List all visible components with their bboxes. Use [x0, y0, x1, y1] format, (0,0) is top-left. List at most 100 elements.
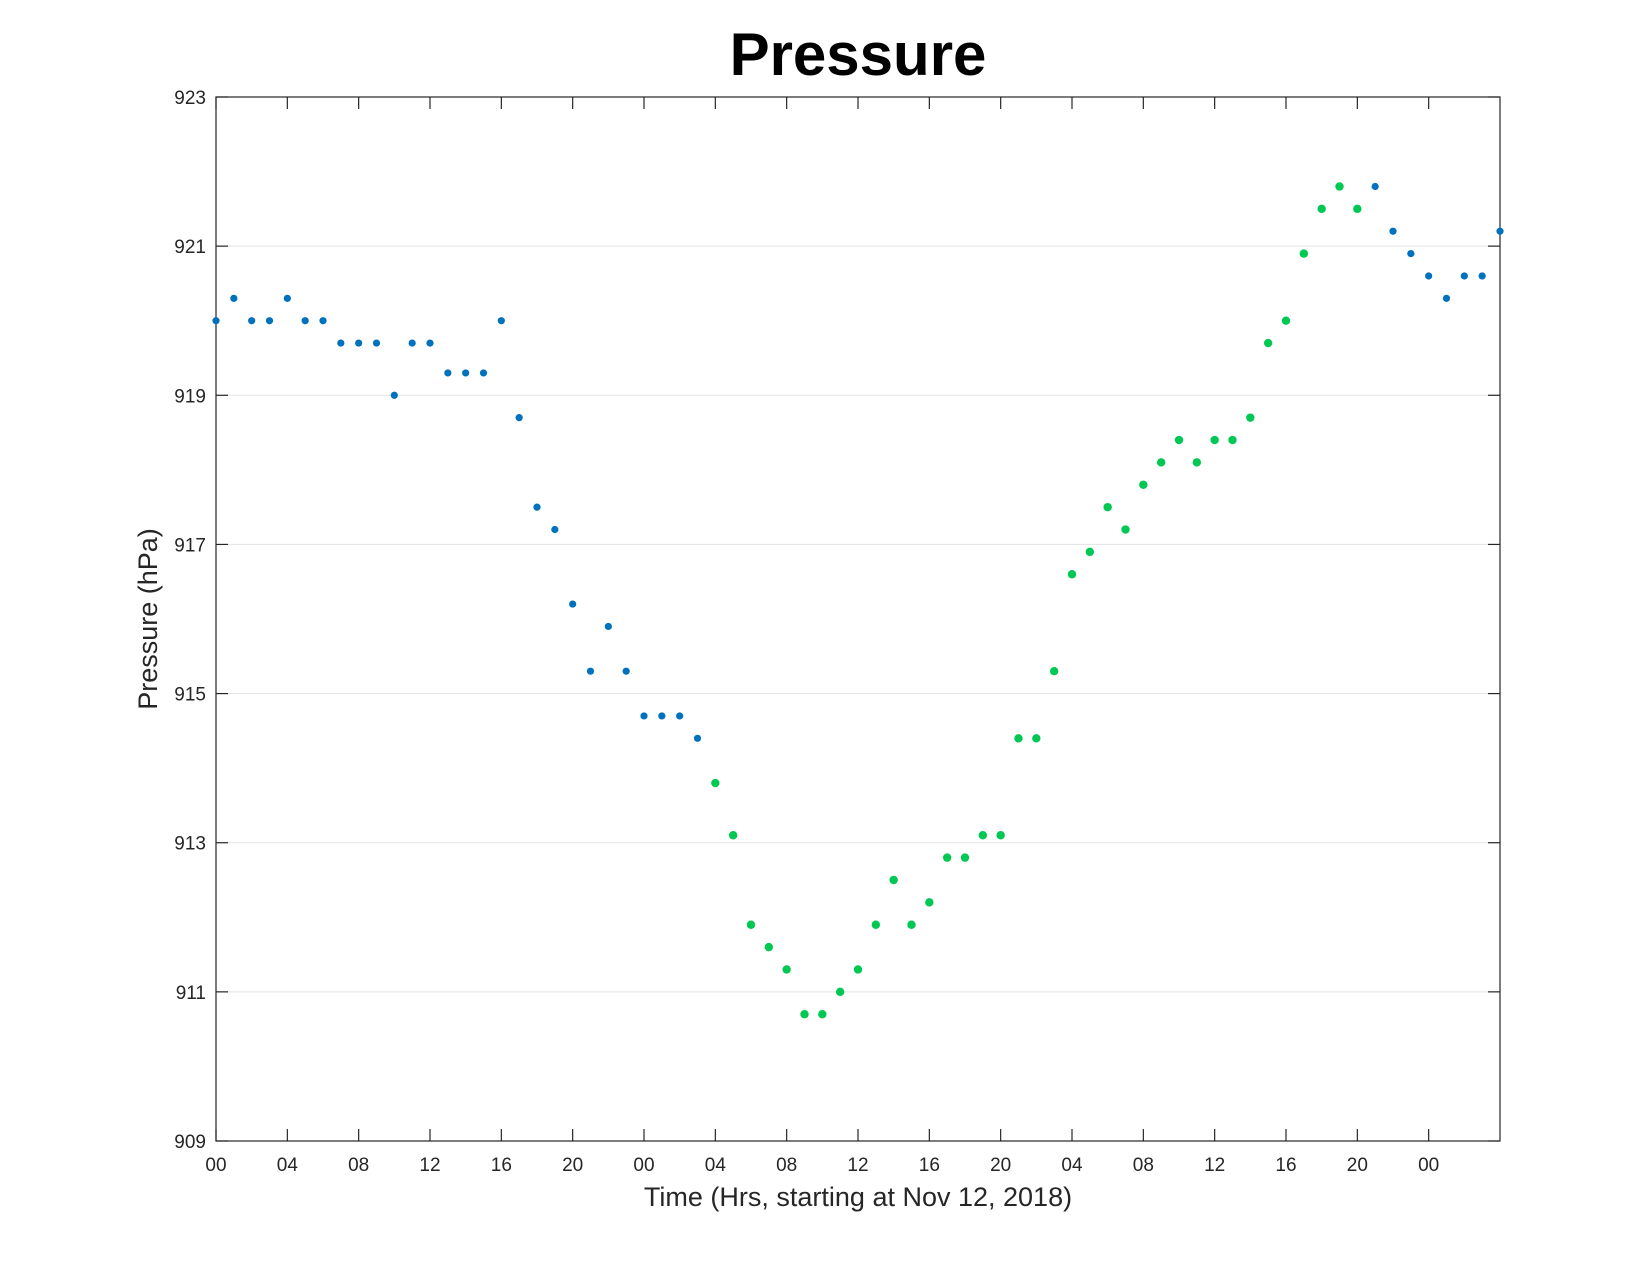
data-point	[248, 317, 256, 325]
x-tick-label: 04	[1061, 1155, 1083, 1176]
data-point	[444, 369, 452, 377]
data-point	[622, 667, 630, 675]
data-point	[818, 1010, 827, 1019]
data-point	[853, 965, 863, 974]
chart-title: Pressure	[730, 21, 987, 88]
data-point	[1389, 227, 1397, 235]
x-tick-label: 12	[419, 1155, 440, 1176]
data-point	[746, 920, 756, 929]
data-point	[764, 942, 774, 952]
data-point	[462, 369, 470, 377]
data-point	[942, 853, 952, 862]
data-point	[676, 712, 684, 720]
data-point	[355, 339, 363, 347]
data-point	[1121, 525, 1130, 534]
x-tick-label: 20	[1347, 1155, 1368, 1176]
data-point	[1371, 182, 1379, 191]
data-point	[728, 831, 738, 840]
data-point	[711, 778, 720, 788]
x-tick-label: 16	[919, 1155, 940, 1176]
data-point	[1228, 435, 1237, 445]
data-point	[283, 294, 291, 302]
data-point	[1425, 272, 1433, 280]
data-point	[1263, 338, 1273, 348]
x-tick-label: 00	[633, 1155, 654, 1176]
data-point	[1192, 458, 1202, 467]
data-point	[426, 339, 434, 347]
x-tick-label: 08	[348, 1155, 369, 1176]
data-point	[479, 369, 488, 377]
x-tick-label: 16	[491, 1155, 512, 1176]
data-point	[1174, 435, 1184, 445]
data-point	[782, 965, 791, 974]
series-1	[212, 294, 702, 742]
y-axis-label: Pressure (hPa)	[133, 528, 163, 710]
data-point	[319, 317, 327, 325]
data-point	[1156, 458, 1166, 467]
series-3	[1371, 182, 1504, 302]
data-points	[212, 182, 1504, 1019]
series-2	[711, 182, 1362, 1019]
data-point	[408, 339, 416, 347]
data-point	[693, 734, 702, 742]
data-point	[1460, 272, 1468, 280]
data-point	[212, 317, 220, 325]
data-point	[907, 920, 916, 929]
data-point	[551, 525, 559, 534]
data-point	[1496, 227, 1504, 235]
data-point	[604, 622, 612, 631]
y-tick-label: 911	[176, 983, 206, 1004]
data-point	[925, 898, 934, 907]
data-point	[533, 503, 541, 511]
data-point	[265, 317, 274, 325]
data-point	[497, 317, 505, 325]
data-point	[1085, 547, 1095, 557]
data-point	[390, 391, 398, 399]
data-point	[1067, 570, 1077, 579]
data-point	[337, 339, 345, 347]
data-point	[800, 1010, 809, 1019]
data-point	[1317, 204, 1326, 214]
data-point	[1299, 249, 1309, 258]
y-tick-label: 917	[174, 535, 206, 556]
grid-lines	[216, 245, 1500, 993]
data-point	[996, 831, 1005, 840]
x-tick-label: 00	[205, 1155, 226, 1176]
data-point	[1139, 480, 1148, 489]
data-point	[1335, 182, 1344, 191]
y-tick-label: 919	[174, 386, 206, 407]
x-tick-label: 12	[1204, 1155, 1225, 1176]
data-point	[372, 339, 381, 347]
data-point	[1103, 502, 1112, 512]
data-point	[1281, 316, 1291, 325]
x-tick-label: 12	[847, 1155, 868, 1176]
data-point	[1210, 435, 1219, 445]
x-tick-label: 08	[1133, 1155, 1154, 1176]
data-point	[569, 600, 577, 608]
y-tick-label: 923	[174, 88, 206, 109]
data-point	[301, 317, 309, 325]
x-tick-label: 00	[1418, 1155, 1439, 1176]
data-point	[230, 294, 238, 302]
data-point	[1478, 272, 1486, 280]
data-point	[1014, 734, 1023, 743]
x-tick-label: 04	[705, 1155, 727, 1176]
data-point	[1049, 667, 1059, 676]
x-axis-label: Time (Hrs, starting at Nov 12, 2018)	[644, 1182, 1072, 1212]
axis-ticks: 909 911 913 915 917 919 921 923 00 04 08 12 16 20 00 04…	[174, 88, 1500, 1176]
y-tick-label: 915	[174, 685, 206, 706]
data-point	[835, 987, 845, 997]
data-point	[640, 712, 648, 720]
data-point	[515, 414, 523, 422]
y-tick-label: 921	[174, 237, 206, 258]
data-point	[586, 667, 595, 675]
data-point	[658, 712, 666, 720]
data-point	[1442, 294, 1451, 302]
x-tick-label: 16	[1275, 1155, 1296, 1176]
data-point	[960, 853, 970, 862]
data-point	[1032, 734, 1041, 743]
data-point	[871, 920, 881, 929]
x-tick-label: 04	[277, 1155, 299, 1176]
data-point	[1246, 413, 1255, 422]
